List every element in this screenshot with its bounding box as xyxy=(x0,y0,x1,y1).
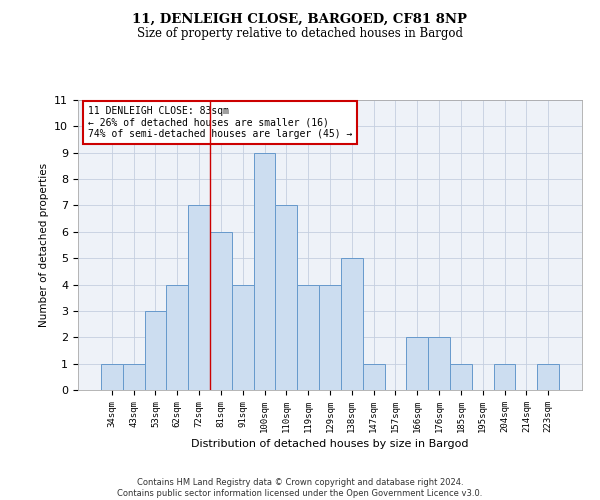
X-axis label: Distribution of detached houses by size in Bargod: Distribution of detached houses by size … xyxy=(191,439,469,449)
Bar xyxy=(188,206,210,390)
Text: 11 DENLEIGH CLOSE: 83sqm
← 26% of detached houses are smaller (16)
74% of semi-d: 11 DENLEIGH CLOSE: 83sqm ← 26% of detach… xyxy=(88,106,352,139)
Text: Contains HM Land Registry data © Crown copyright and database right 2024.
Contai: Contains HM Land Registry data © Crown c… xyxy=(118,478,482,498)
Bar xyxy=(319,284,341,390)
Bar xyxy=(428,338,450,390)
Bar xyxy=(363,364,385,390)
Bar xyxy=(341,258,363,390)
Bar xyxy=(166,284,188,390)
Bar xyxy=(101,364,123,390)
Bar xyxy=(232,284,254,390)
Bar xyxy=(494,364,515,390)
Bar xyxy=(406,338,428,390)
Bar xyxy=(254,152,275,390)
Text: 11, DENLEIGH CLOSE, BARGOED, CF81 8NP: 11, DENLEIGH CLOSE, BARGOED, CF81 8NP xyxy=(133,12,467,26)
Bar xyxy=(537,364,559,390)
Y-axis label: Number of detached properties: Number of detached properties xyxy=(39,163,49,327)
Bar xyxy=(123,364,145,390)
Bar xyxy=(145,311,166,390)
Bar xyxy=(450,364,472,390)
Text: Size of property relative to detached houses in Bargod: Size of property relative to detached ho… xyxy=(137,28,463,40)
Bar xyxy=(297,284,319,390)
Bar xyxy=(275,206,297,390)
Bar xyxy=(210,232,232,390)
